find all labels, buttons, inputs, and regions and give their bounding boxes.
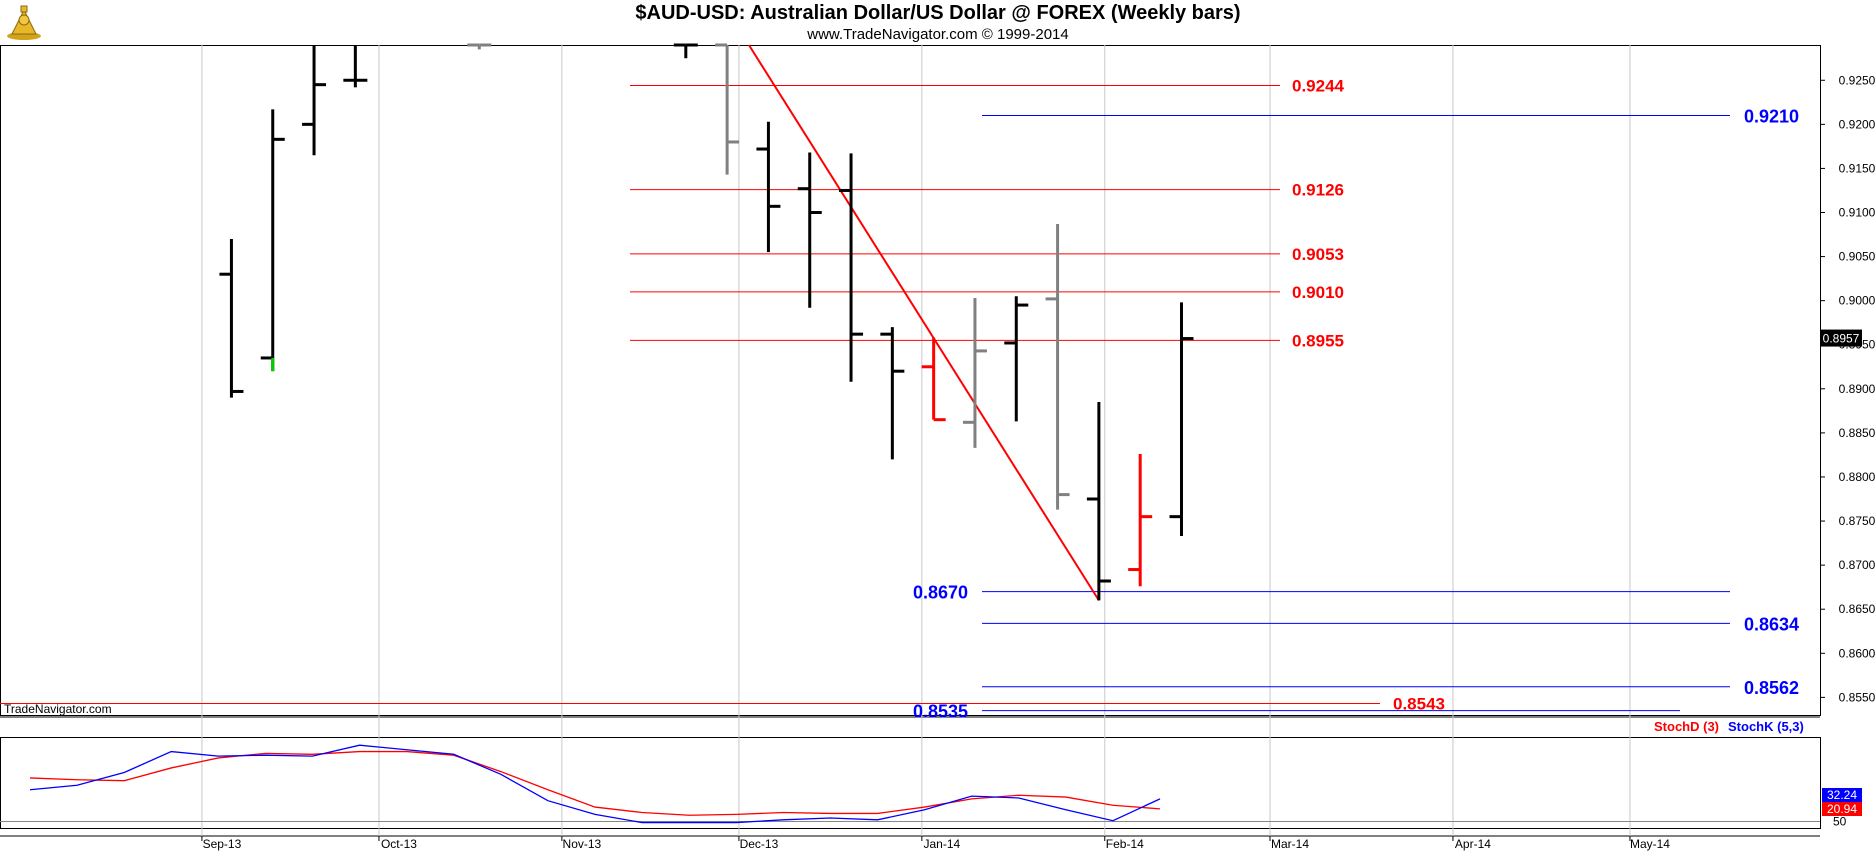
ohlc-bars: 0.8957 [219,43,1862,601]
y-tick-label: 0.8850 [1839,426,1876,440]
x-tick-label: Dec-13 [740,837,779,851]
y-tick-label: 0.9250 [1839,73,1876,87]
trendline [748,44,1100,601]
trade-navigator-logo-icon [4,2,44,42]
price-axis: 0.9250 0.9200 0.9150 0.9100 0.9050 0.9000 0.89… [1820,73,1876,704]
chart-frame [0,45,1821,837]
ohlc-bar [1045,223,1070,510]
stoch-panel-border [0,737,1821,829]
ohlc-bar [467,43,492,50]
chart-subtitle: www.TradeNavigator.com © 1999-2014 [807,26,1069,43]
ohlc-bar [880,327,905,460]
stoch-value-label: 20.94 [1827,802,1857,816]
y-tick-label: 0.9100 [1839,206,1876,220]
y-tick-label: 0.8600 [1839,646,1876,660]
legend-stochk: StochK (5,3) [1728,719,1804,734]
date-axis: Sep-13 Oct-13 Nov-13 Dec-13 Jan-14 Feb-14 Mar-… [201,45,1670,851]
y-tick-label: 0.8650 [1839,602,1876,616]
ohlc-bar [1128,454,1153,587]
red-trendline [748,44,1100,601]
ohlc-bar [839,153,864,382]
stochk-line [29,744,1161,824]
ohlc-bar [797,152,822,308]
stoch-value-box [1822,802,1862,816]
stoch-tick-label: 50 [1833,815,1847,829]
red-level-label: 0.8955 [1292,331,1344,350]
y-tick-label: 0.8550 [1839,690,1876,704]
x-tick-label: May-14 [1630,837,1670,851]
y-tick-label: 0.8900 [1839,382,1876,396]
chart-title: $AUD-USD: Australian Dollar/US Dollar @ … [635,2,1241,24]
y-tick-label: 0.9000 [1839,294,1876,308]
ohlc-bar [1086,402,1111,601]
ohlc-bar [673,43,698,59]
ohlc-bar [219,238,244,398]
ohlc-bar [343,45,368,88]
watermark: TradeNavigator.com [4,702,112,716]
red-level-label: 0.9053 [1292,245,1344,264]
red-level-label: 0.9010 [1292,283,1344,302]
x-tick-label: Sep-13 [203,837,242,851]
ohlc-bar [260,109,285,372]
ohlc-bar [1004,296,1029,422]
x-tick-label: Feb-14 [1106,837,1144,851]
price-panel-border [0,45,1821,716]
y-tick-label: 0.9050 [1839,250,1876,264]
y-tick-label: 0.9150 [1839,161,1876,175]
ohlc-bar [962,298,987,448]
ohlc-bar [302,45,327,156]
ohlc-bar [921,337,946,422]
x-tick-label: Nov-13 [563,837,602,851]
x-tick-label: Apr-14 [1455,837,1491,851]
stochd-line [29,750,1161,816]
y-tick-label: 0.8700 [1839,558,1876,572]
y-tick-label: 0.9200 [1839,117,1876,131]
ohlc-bar [756,121,781,253]
x-tick-label: Oct-13 [381,837,417,851]
red-level-label: 0.8543 [1393,695,1445,714]
blue-level-label: 0.8670 [913,583,968,603]
ohlc-bar [1169,302,1194,537]
red-level-label: 0.9244 [1292,77,1345,96]
blue-level-label: 0.8634 [1744,614,1799,634]
y-tick-label: 0.8750 [1839,514,1876,528]
legend-stochd: StochD (3) [1654,719,1719,734]
stoch-value-label: 32.24 [1827,788,1857,802]
blue-level-label: 0.8562 [1744,678,1799,698]
y-tick-label: 0.8800 [1839,470,1876,484]
blue-level-label: 0.8535 [913,702,968,722]
last-price-label: 0.8957 [1823,332,1860,346]
x-tick-label: Mar-14 [1271,837,1309,851]
stoch-value-box [1822,788,1862,802]
ohlc-bar [715,43,740,175]
horizontal-levels: 0.9244 0.9126 0.9053 0.9010 0.8955 0.8543 0.92… [0,77,1799,722]
x-tick-label: Jan-14 [923,837,960,851]
red-level-label: 0.9126 [1292,181,1344,200]
last-price-box [1821,329,1862,347]
blue-level-label: 0.9210 [1744,107,1799,127]
